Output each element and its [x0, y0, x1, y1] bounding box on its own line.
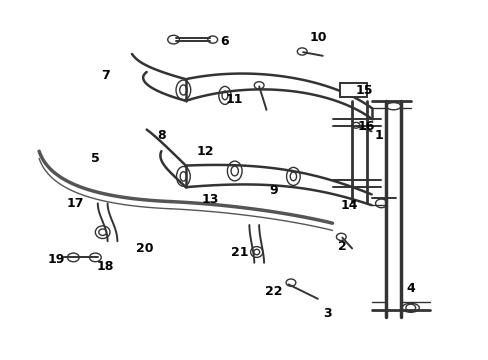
- Text: 10: 10: [308, 31, 326, 44]
- Text: 16: 16: [357, 120, 375, 132]
- Text: 2: 2: [337, 240, 346, 253]
- Text: 7: 7: [101, 69, 109, 82]
- Text: 12: 12: [196, 145, 214, 158]
- Text: 17: 17: [67, 197, 84, 210]
- Text: 5: 5: [91, 152, 100, 165]
- Text: 9: 9: [269, 184, 278, 197]
- Text: 13: 13: [201, 193, 219, 206]
- Text: 1: 1: [374, 129, 383, 141]
- Text: 14: 14: [340, 199, 358, 212]
- Text: 22: 22: [264, 285, 282, 298]
- Text: 21: 21: [230, 246, 248, 258]
- Text: 20: 20: [135, 242, 153, 255]
- Text: 19: 19: [47, 253, 65, 266]
- Text: 4: 4: [406, 282, 414, 294]
- Text: 8: 8: [157, 129, 165, 141]
- Text: 18: 18: [96, 260, 114, 273]
- Text: 3: 3: [323, 307, 331, 320]
- Text: 6: 6: [220, 35, 229, 48]
- Bar: [339, 83, 366, 97]
- Text: 15: 15: [355, 84, 372, 96]
- Text: 11: 11: [225, 93, 243, 105]
